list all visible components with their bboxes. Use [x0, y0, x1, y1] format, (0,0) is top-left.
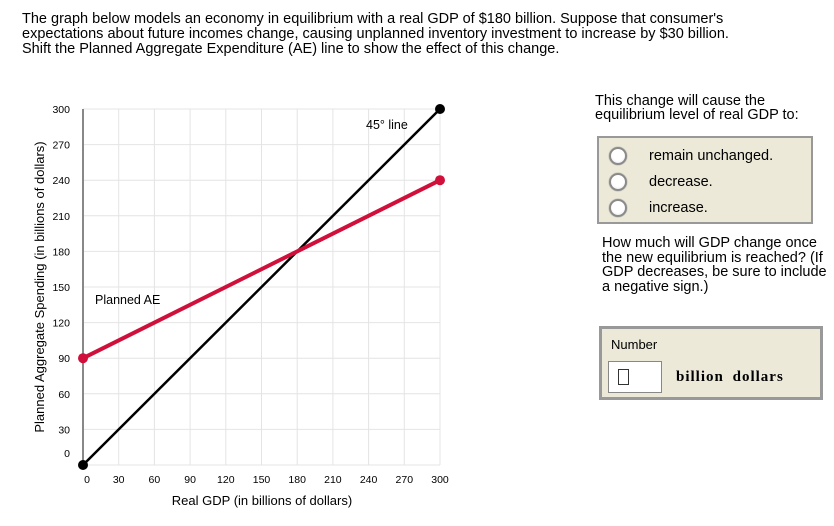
- x-tick-label: 180: [288, 474, 306, 486]
- option-remain-unchanged[interactable]: remain unchanged.: [609, 143, 811, 169]
- radio-button[interactable]: [609, 199, 627, 217]
- option-label: increase.: [649, 200, 708, 216]
- series-line: [82, 108, 441, 466]
- series-point: [435, 175, 445, 186]
- radio-button[interactable]: [609, 173, 627, 191]
- y-tick-label: 210: [52, 211, 70, 223]
- y-axis-label: Planned Aggregate Spending (in billions …: [32, 141, 47, 432]
- number-label: Number: [611, 337, 658, 352]
- series-line: [82, 178, 441, 360]
- y-tick-label: 150: [52, 282, 70, 294]
- x-tick-label: 60: [149, 474, 161, 486]
- answer-options: remain unchanged. decrease. increase.: [597, 136, 813, 224]
- option-decrease[interactable]: decrease.: [609, 169, 811, 195]
- series-label-45: 45° line: [366, 118, 408, 132]
- y-tick-label: 270: [52, 140, 70, 152]
- ae-chart: 0 30 60 90 120 150 180 210 240 270 300 0 30 60 90 120 15…: [32, 104, 449, 508]
- question-prompt: The graph below models an economy in equ…: [22, 11, 729, 57]
- y-tick-label: 90: [58, 353, 70, 365]
- x-tick-label: 300: [431, 474, 449, 486]
- y-tick-label: 300: [52, 104, 70, 116]
- x-tick-label: 120: [217, 474, 235, 486]
- series-point: [435, 104, 445, 114]
- gdp-change-input[interactable]: [608, 361, 662, 393]
- x-tick-label: 150: [253, 474, 271, 486]
- series-point: [78, 460, 88, 470]
- x-tick-label: 90: [184, 474, 196, 486]
- x-tick-label: 210: [324, 474, 342, 486]
- text-cursor: [618, 369, 629, 385]
- option-label: remain unchanged.: [649, 148, 774, 164]
- y-tick-label: 30: [58, 424, 70, 436]
- option-increase[interactable]: increase.: [609, 195, 811, 221]
- x-tick-label: 30: [113, 474, 125, 486]
- unit-label: billion dollars: [676, 369, 784, 385]
- y-tick-label: 180: [52, 246, 70, 258]
- radio-button[interactable]: [609, 147, 627, 165]
- y-tick-label: 120: [52, 318, 70, 330]
- y-tick-label: 60: [58, 389, 70, 401]
- series-label-planned-ae: Planned AE: [95, 293, 160, 307]
- x-tick-label: 270: [396, 474, 414, 486]
- y-tick-label: 240: [52, 175, 70, 187]
- x-tick-label: 240: [360, 474, 378, 486]
- x-axis-label: Real GDP (in billions of dollars): [172, 493, 352, 508]
- option-label: decrease.: [649, 174, 713, 190]
- series-point: [78, 353, 88, 364]
- x-tick-label: 0: [84, 474, 90, 486]
- y-tick-label: 0: [64, 448, 70, 460]
- question1-text: This change will cause the equilibrium l…: [595, 93, 799, 123]
- question2-text: How much will GDP change once the new eq…: [602, 235, 827, 295]
- number-answer-box: Number billion dollars: [599, 326, 823, 400]
